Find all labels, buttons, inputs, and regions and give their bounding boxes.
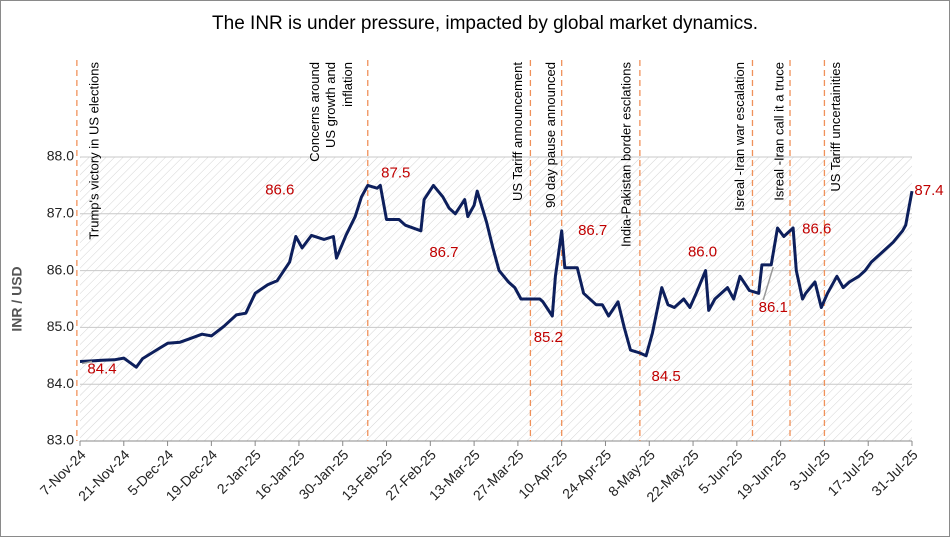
value-label: 86.6 [265, 181, 294, 198]
event-label: India-Pakistan border esclations [618, 62, 633, 247]
value-label: 86.1 [759, 299, 788, 316]
event-label: US Tariff announcement [510, 62, 525, 201]
event-label: Concerns around [307, 62, 322, 162]
event-label: inflation [340, 62, 355, 107]
value-label: 86.7 [429, 244, 458, 261]
y-tick-label: 88.0 [47, 148, 74, 164]
event-label: Isreal -Iran war escalation [732, 62, 747, 211]
value-label: 86.0 [688, 244, 717, 261]
y-tick-label: 87.0 [47, 205, 74, 221]
value-label: 87.4 [914, 182, 943, 199]
plot-area [80, 157, 912, 441]
leader-line [81, 360, 93, 365]
event-label: Isreal -Iran call it a truce [771, 62, 786, 201]
y-tick-label: 83.0 [47, 432, 74, 448]
value-label: 84.5 [652, 368, 681, 385]
y-tick-label: 85.0 [47, 318, 74, 334]
value-label: 86.6 [802, 220, 831, 237]
chart-title: The INR is under pressure, impacted by g… [212, 13, 758, 34]
value-label: 86.7 [578, 222, 607, 239]
value-label: 85.2 [534, 329, 563, 346]
value-label: 87.5 [381, 164, 410, 181]
series-line [79, 183, 914, 369]
event-label: US Tariff uncertainities [828, 62, 843, 192]
event-label: 90 day pause announced [543, 62, 558, 208]
event-label: Trump's victory in US elections [86, 62, 101, 240]
y-tick-label: 86.0 [47, 261, 74, 277]
y-axis-label: INR / USD [9, 266, 25, 331]
y-tick-label: 84.0 [47, 375, 74, 391]
event-label: US growth and [323, 62, 338, 148]
leader-line [762, 266, 774, 301]
value-label: 84.4 [87, 360, 116, 377]
